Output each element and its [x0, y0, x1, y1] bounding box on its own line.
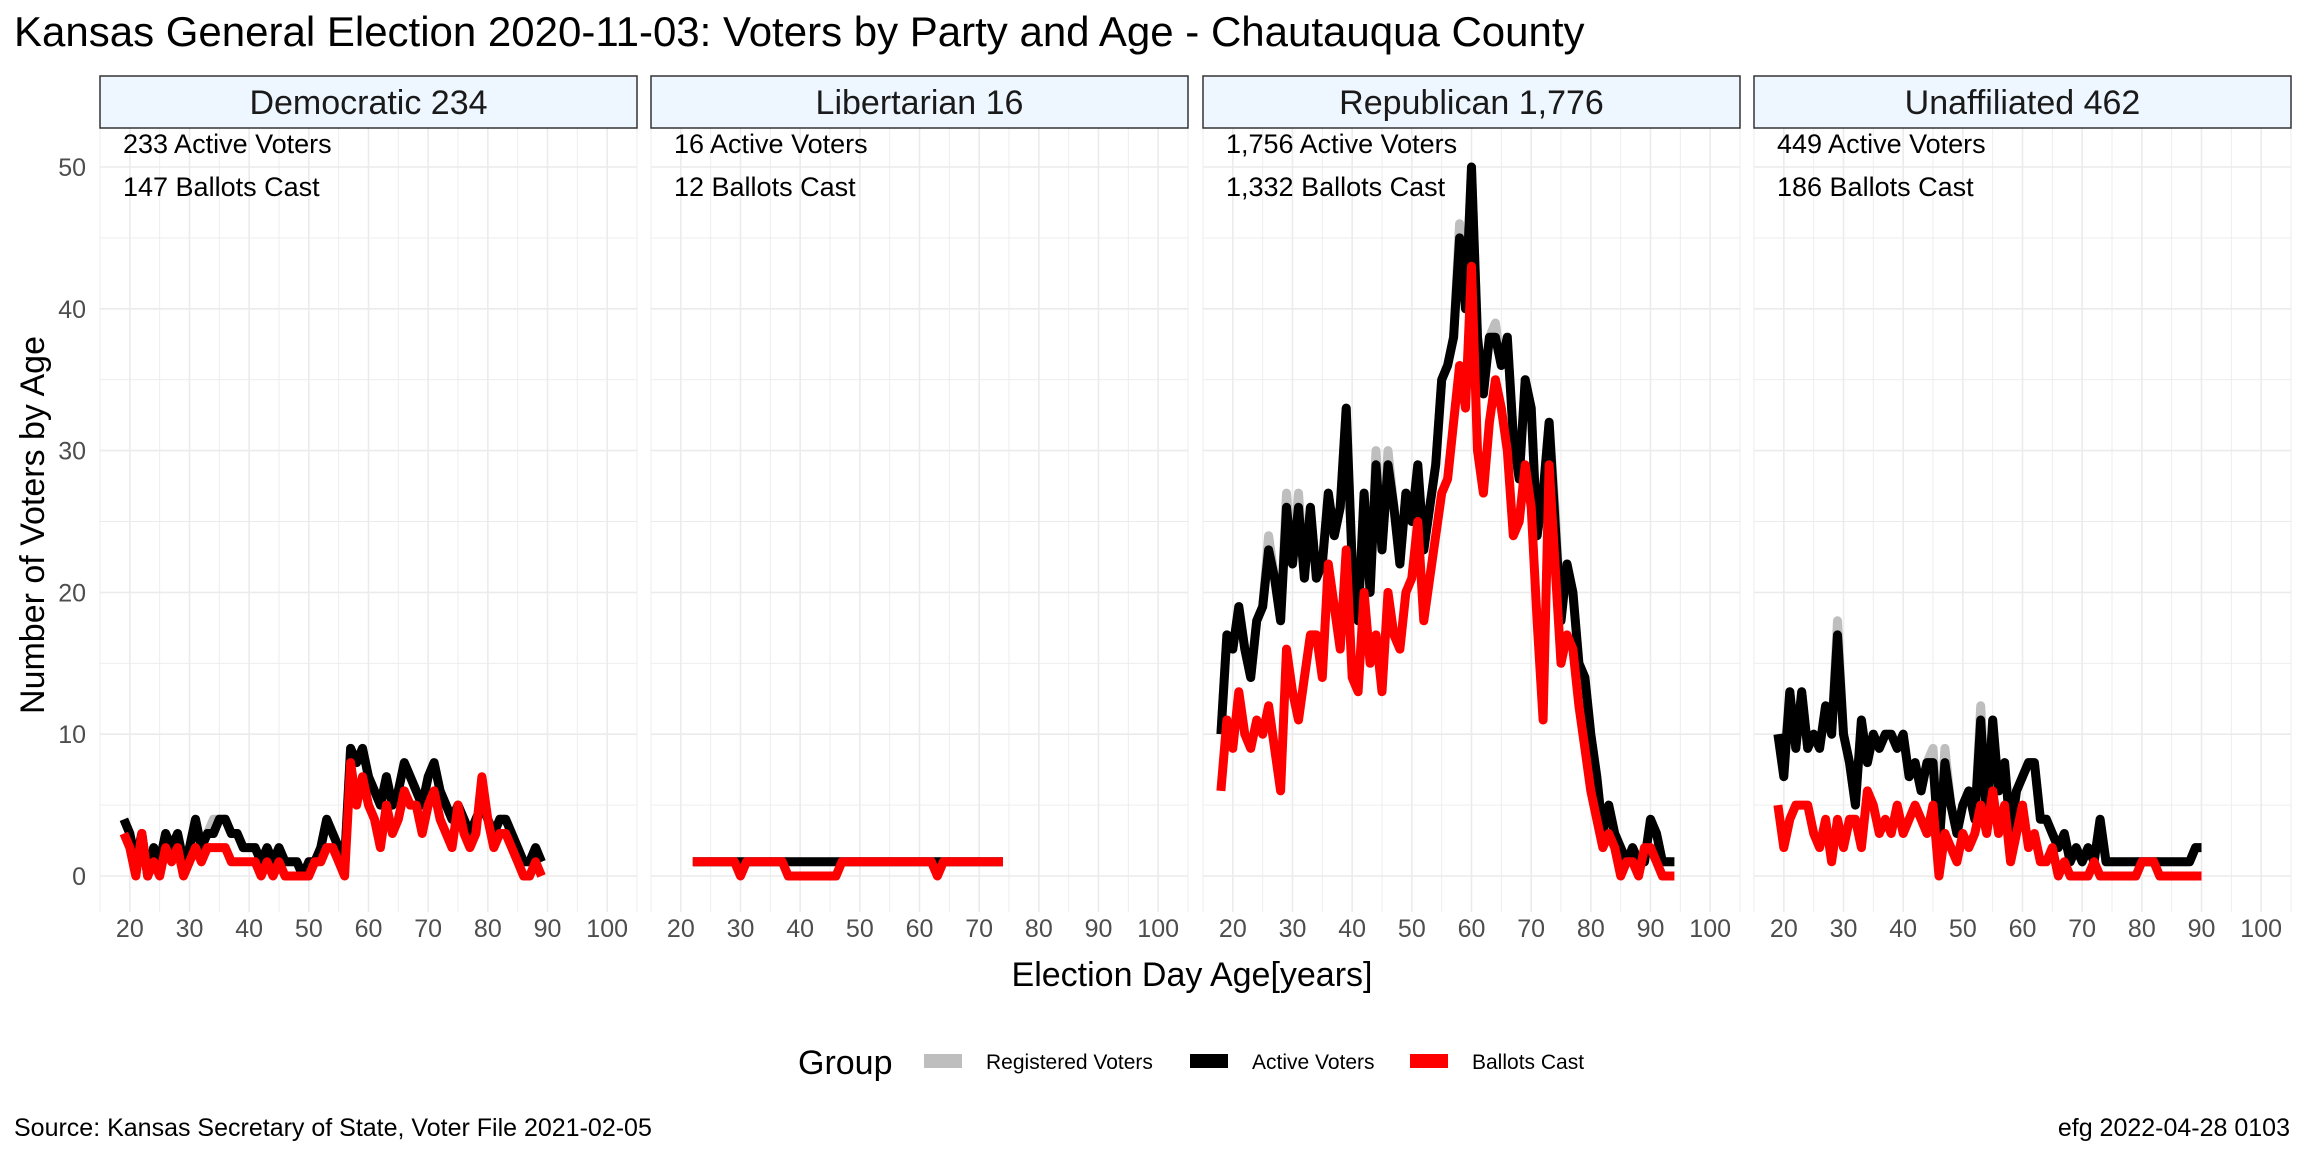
- y-tick-label: 40: [58, 296, 86, 324]
- panel-strip: [1202, 75, 1741, 129]
- legend-label-registered: Registered Voters: [986, 1051, 1153, 1074]
- y-tick-label: 20: [58, 579, 86, 607]
- panel-2: Libertarian 16 16 Active Voters 12 Ballots…: [650, 75, 1189, 943]
- panel-strip: [99, 75, 638, 129]
- x-tick-label: 70: [414, 915, 442, 943]
- active-voters-line: [1216, 162, 1675, 867]
- panel-strip-label: Democratic 234: [249, 84, 487, 122]
- x-tick-label: 20: [1770, 915, 1798, 943]
- legend-label-ballots: Ballots Cast: [1472, 1051, 1584, 1074]
- x-tick-label: 60: [355, 915, 383, 943]
- ballots-cast-note: 147 Ballots Cast: [123, 172, 320, 202]
- ballots-cast-line: [692, 857, 1003, 881]
- x-tick-label: 40: [1338, 915, 1366, 943]
- y-tick-label: 50: [58, 154, 86, 182]
- panel-strip: [1753, 75, 2292, 129]
- x-tick-label: 70: [2068, 915, 2096, 943]
- panel-3: Republican 1,776 1,756 Active Voters 1,332…: [1202, 75, 1741, 943]
- panel-strip-label: Unaffiliated 462: [1905, 84, 2141, 122]
- x-tick-label: 90: [1637, 915, 1665, 943]
- ballots-cast-line: [1216, 261, 1675, 881]
- source-caption: Source: Kansas Secretary of State, Voter…: [14, 1114, 652, 1142]
- x-tick-label: 80: [1025, 915, 1053, 943]
- x-tick-label: 30: [176, 915, 204, 943]
- ballots-cast-line: [119, 758, 546, 881]
- panels: Democratic 234 233 Active Voters 147 Ballo…: [58, 75, 2292, 943]
- active-voters-note: 233 Active Voters: [123, 129, 332, 159]
- x-tick-label: 90: [1085, 915, 1113, 943]
- legend-title: Group: [798, 1044, 893, 1082]
- ballots-cast-note: 1,332 Ballots Cast: [1226, 172, 1446, 202]
- ballots-cast-note: 12 Ballots Cast: [674, 172, 856, 202]
- x-tick-label: 40: [786, 915, 814, 943]
- x-tick-label: 60: [906, 915, 934, 943]
- x-tick-label: 60: [1458, 915, 1486, 943]
- y-tick-label: 0: [72, 863, 86, 891]
- active-voters-line: [1773, 630, 2202, 867]
- x-tick-label: 90: [2188, 915, 2216, 943]
- y-tick-label: 10: [58, 721, 86, 749]
- x-tick-label: 50: [1398, 915, 1426, 943]
- x-tick-label: 70: [1517, 915, 1545, 943]
- y-axis-title: Number of Voters by Age: [14, 336, 52, 714]
- x-tick-label: 90: [534, 915, 562, 943]
- x-tick-label: 50: [846, 915, 874, 943]
- chart-title: Kansas General Election 2020-11-03: Vote…: [14, 8, 1585, 55]
- panel-strip-label: Libertarian 16: [816, 84, 1024, 122]
- x-tick-label: 20: [667, 915, 695, 943]
- panel-1: Democratic 234 233 Active Voters 147 Ballo…: [99, 75, 638, 943]
- x-tick-label: 20: [1219, 915, 1247, 943]
- x-tick-label: 100: [586, 915, 628, 943]
- y-tick-label: 30: [58, 438, 86, 466]
- x-tick-label: 40: [1889, 915, 1917, 943]
- panel-strip: [650, 75, 1189, 129]
- x-tick-label: 20: [116, 915, 144, 943]
- ballots-cast-note: 186 Ballots Cast: [1777, 172, 1974, 202]
- x-tick-label: 100: [2240, 915, 2282, 943]
- x-tick-label: 80: [1577, 915, 1605, 943]
- x-tick-label: 30: [1279, 915, 1307, 943]
- x-tick-label: 30: [1830, 915, 1858, 943]
- x-tick-label: 80: [474, 915, 502, 943]
- x-tick-label: 100: [1137, 915, 1179, 943]
- active-voters-note: 1,756 Active Voters: [1226, 129, 1457, 159]
- x-tick-label: 50: [1949, 915, 1977, 943]
- x-tick-label: 30: [727, 915, 755, 943]
- legend: Group Registered Voters Active Voters Ba…: [798, 1044, 1584, 1082]
- active-voters-note: 16 Active Voters: [674, 129, 868, 159]
- x-tick-label: 60: [2009, 915, 2037, 943]
- x-tick-label: 80: [2128, 915, 2156, 943]
- active-voters-note: 449 Active Voters: [1777, 129, 1986, 159]
- x-axis-title: Election Day Age[years]: [1012, 956, 1373, 994]
- legend-label-active: Active Voters: [1252, 1051, 1375, 1074]
- date-caption: efg 2022-04-28 0103: [2058, 1114, 2290, 1142]
- x-tick-label: 40: [235, 915, 263, 943]
- x-tick-label: 70: [965, 915, 993, 943]
- panel-4: Unaffiliated 462 449 Active Voters 186 Bal…: [1753, 75, 2292, 943]
- x-tick-label: 100: [1689, 915, 1731, 943]
- x-tick-label: 50: [295, 915, 323, 943]
- ballots-cast-line: [1773, 786, 2202, 881]
- panel-strip-label: Republican 1,776: [1339, 84, 1604, 122]
